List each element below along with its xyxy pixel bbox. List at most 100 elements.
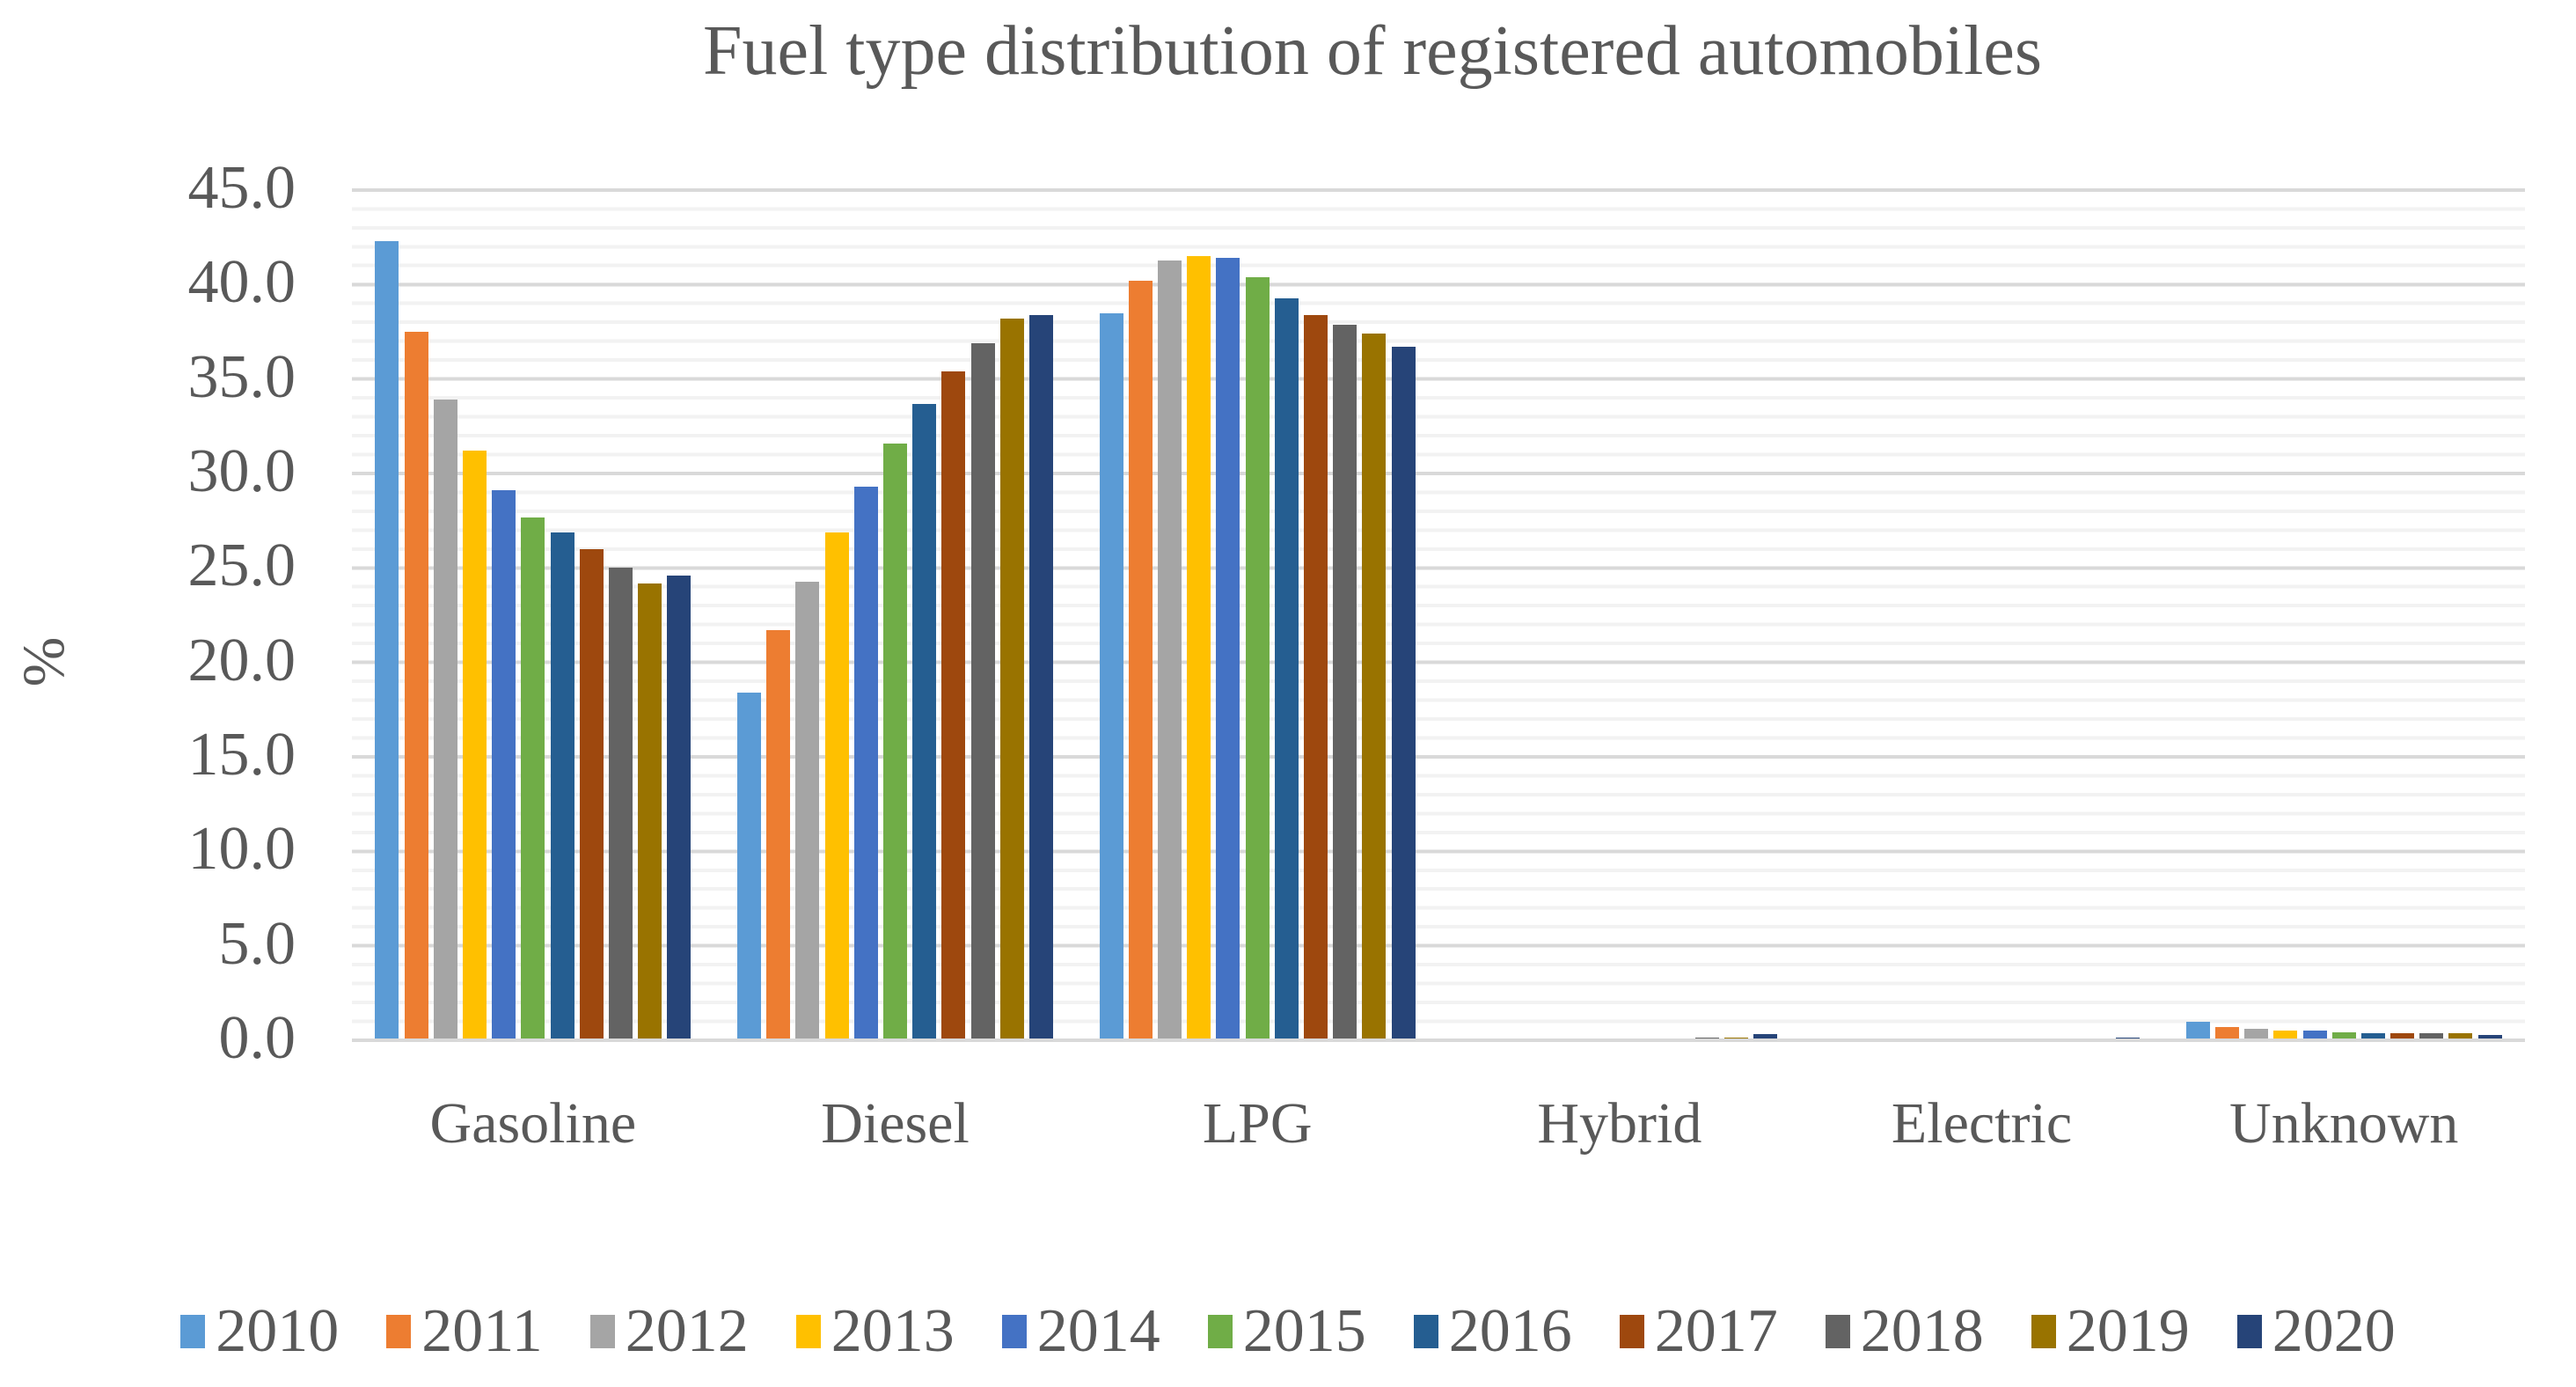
- bar-2012-lpg: [1158, 260, 1182, 1038]
- y-tick-label-15.0: 15.0: [187, 721, 296, 789]
- legend-label-2010: 2010: [216, 1297, 340, 1365]
- bar-2014-lpg: [1216, 258, 1240, 1038]
- bar-2019-unknown: [2448, 1032, 2473, 1038]
- bar-2017-unknown: [2390, 1032, 2415, 1038]
- legend-swatch-2014: [1001, 1315, 1027, 1348]
- legend-swatch-2010: [180, 1315, 206, 1348]
- bar-2019-gasoline: [638, 583, 662, 1038]
- bars-layer: [352, 188, 2525, 1038]
- bar-2010-diesel: [737, 693, 762, 1038]
- legend-item-2014: 2014: [1001, 1297, 1160, 1365]
- bar-2018-lpg: [1333, 324, 1358, 1038]
- legend-label-2016: 2016: [1448, 1297, 1572, 1365]
- bar-2020-lpg: [1391, 347, 1416, 1038]
- chart-title: Fuel type distribution of registered aut…: [703, 12, 2042, 90]
- bar-2014-gasoline: [492, 490, 516, 1038]
- bar-group-lpg: [1076, 188, 1438, 1038]
- bar-group-diesel: [714, 188, 1077, 1038]
- bar-2018-diesel: [970, 343, 995, 1038]
- bar-2011-gasoline: [404, 332, 428, 1038]
- category-label-unknown: Unknown: [2229, 1091, 2459, 1156]
- category-label-diesel: Diesel: [821, 1091, 970, 1156]
- y-tick-label-25.0: 25.0: [187, 532, 296, 600]
- bar-2015-gasoline: [521, 517, 545, 1038]
- category-label-electric: Electric: [1891, 1091, 2073, 1156]
- legend-label-2011: 2011: [421, 1297, 543, 1365]
- category-label-hybrid: Hybrid: [1537, 1091, 1702, 1156]
- bar-2020-diesel: [1028, 314, 1053, 1038]
- bar-2012-diesel: [795, 581, 820, 1038]
- bar-group-hybrid: [1438, 188, 1801, 1038]
- bar-2011-unknown: [2214, 1027, 2239, 1038]
- bar-2018-gasoline: [608, 568, 633, 1038]
- bar-2015-unknown: [2331, 1031, 2356, 1038]
- bar-2017-diesel: [941, 371, 966, 1038]
- bar-2017-gasoline: [579, 549, 604, 1038]
- legend-item-2013: 2013: [795, 1297, 955, 1365]
- bar-2016-gasoline: [550, 532, 574, 1038]
- category-label-lpg: LPG: [1202, 1091, 1313, 1156]
- y-tick-label-20.0: 20.0: [187, 626, 296, 694]
- bar-2019-lpg: [1362, 334, 1387, 1038]
- x-axis-category-labels: Gasoline Diesel LPG Hybrid Electric Unknown: [352, 1095, 2525, 1153]
- legend-swatch-2019: [2031, 1315, 2056, 1348]
- bar-2016-lpg: [1274, 297, 1299, 1038]
- y-tick-label-5.0: 5.0: [218, 909, 296, 978]
- legend-item-2011: 2011: [386, 1297, 543, 1365]
- bar-2016-diesel: [912, 403, 937, 1038]
- legend-label-2013: 2013: [831, 1297, 955, 1365]
- legend-label-2012: 2012: [625, 1297, 749, 1365]
- bar-2011-lpg: [1128, 281, 1153, 1038]
- legend-label-2019: 2019: [2066, 1297, 2190, 1365]
- bar-2013-lpg: [1187, 256, 1211, 1038]
- bar-2020-unknown: [2477, 1034, 2502, 1038]
- legend-item-2018: 2018: [1825, 1297, 1984, 1365]
- y-tick-label-10.0: 10.0: [187, 815, 296, 884]
- bar-2012-gasoline: [433, 400, 457, 1038]
- bar-2019-diesel: [999, 319, 1024, 1038]
- legend-label-2017: 2017: [1654, 1297, 1778, 1365]
- y-tick-label-0.0: 0.0: [218, 1004, 296, 1072]
- bar-2014-diesel: [853, 487, 878, 1038]
- bar-2010-lpg: [1099, 312, 1123, 1038]
- bar-2014-unknown: [2302, 1031, 2327, 1038]
- bar-2015-diesel: [883, 443, 907, 1038]
- bar-2016-unknown: [2360, 1032, 2385, 1038]
- y-tick-label-40.0: 40.0: [187, 248, 296, 317]
- legend-item-2010: 2010: [180, 1301, 339, 1362]
- legend-item-2015: 2015: [1207, 1297, 1366, 1365]
- bar-2013-diesel: [824, 532, 849, 1038]
- legend-label-2014: 2014: [1036, 1297, 1160, 1365]
- legend-item-2012: 2012: [589, 1297, 749, 1365]
- bar-2020-gasoline: [667, 576, 692, 1038]
- legend-item-2019: 2019: [2031, 1301, 2190, 1362]
- legend-swatch-2012: [589, 1315, 615, 1348]
- y-tick-label-35.0: 35.0: [187, 342, 296, 411]
- bar-group-unknown: [2163, 188, 2525, 1038]
- bar-group-gasoline: [352, 188, 714, 1038]
- legend-item-2020: 2020: [2236, 1297, 2396, 1365]
- legend-item-2017: 2017: [1619, 1297, 1778, 1365]
- legend-swatch-2016: [1413, 1315, 1438, 1348]
- category-label-gasoline: Gasoline: [429, 1091, 637, 1156]
- bar-2010-gasoline: [375, 241, 399, 1038]
- bar-2011-diesel: [766, 630, 791, 1038]
- bar-2013-gasoline: [462, 451, 487, 1038]
- legend-swatch-2013: [795, 1315, 821, 1348]
- bar-2018-unknown: [2419, 1032, 2444, 1038]
- bar-group-electric: [1801, 188, 2163, 1038]
- bar-2015-lpg: [1245, 276, 1270, 1038]
- legend-label-2020: 2020: [2272, 1297, 2396, 1365]
- legend-label-2015: 2015: [1242, 1297, 1366, 1365]
- bar-2012-unknown: [2244, 1029, 2269, 1038]
- y-tick-label-45.0: 45.0: [187, 154, 296, 222]
- bar-2010-unknown: [2185, 1021, 2210, 1038]
- bar-2017-lpg: [1304, 314, 1328, 1038]
- y-tick-label-30.0: 30.0: [187, 437, 296, 506]
- legend-swatch-2015: [1207, 1315, 1233, 1348]
- legend-label-2018: 2018: [1860, 1297, 1984, 1365]
- bar-2020-hybrid: [1753, 1033, 1778, 1038]
- y-axis-ticks: 0.0 5.0 10.0 15.0 20.0 25.0 30.0 35.0 40.0 45.0: [0, 157, 336, 1070]
- legend-swatch-2011: [386, 1315, 412, 1348]
